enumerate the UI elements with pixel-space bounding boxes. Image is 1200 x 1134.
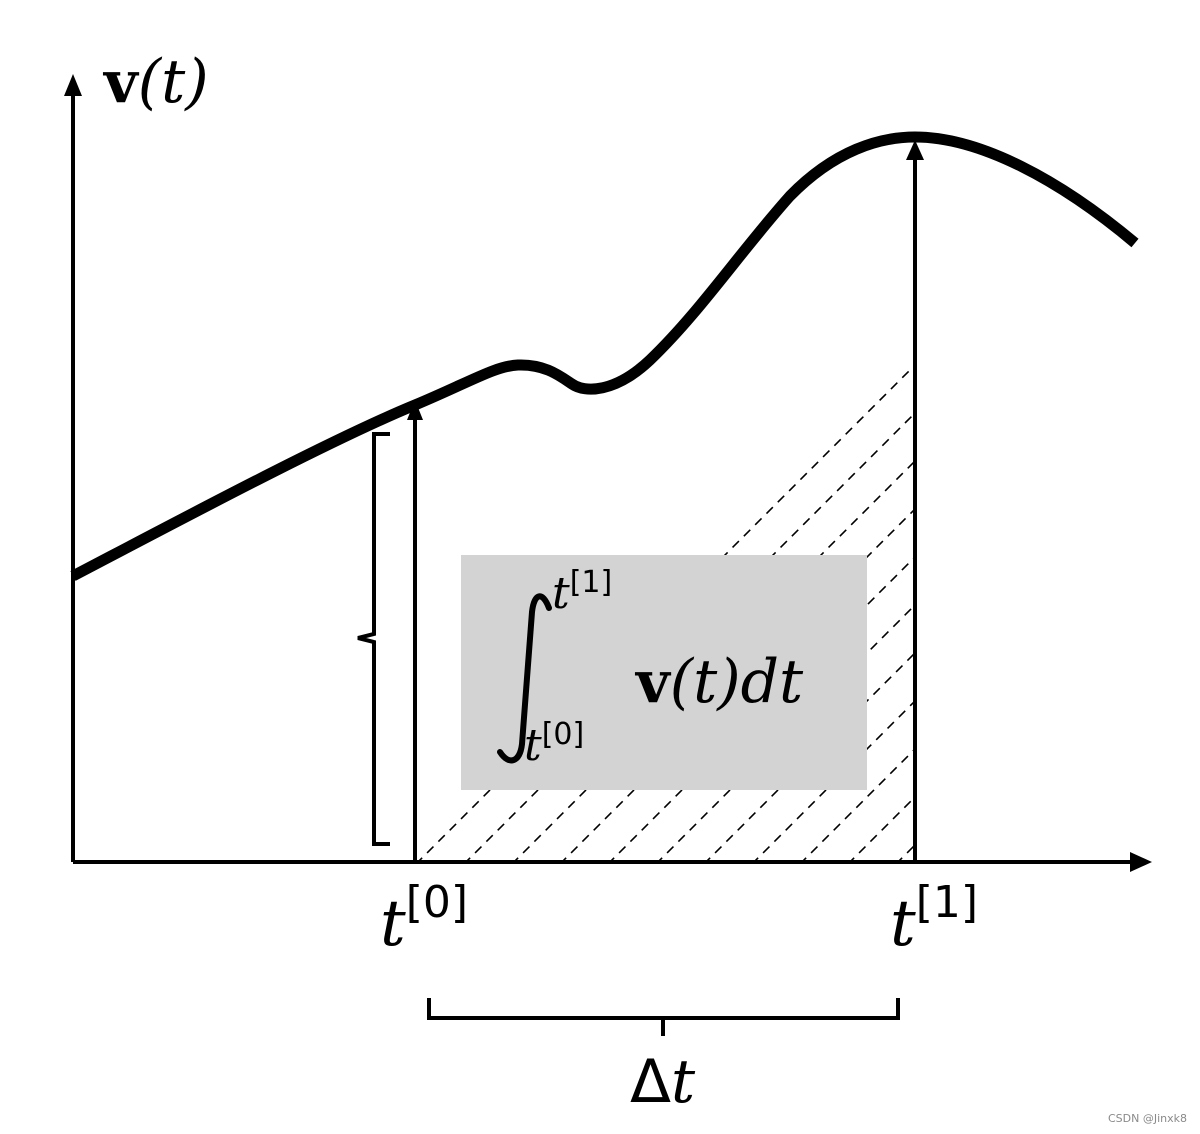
- vertical-brace: [357, 432, 390, 846]
- interval-var: t: [671, 1047, 696, 1117]
- y-axis-arrowhead: [64, 74, 82, 96]
- integral-upper-var: t: [552, 568, 570, 619]
- integral-upper-limit: t[1]: [552, 568, 612, 616]
- hatched-area: [415, 137, 915, 862]
- x-tick-t0-var: t: [380, 887, 406, 961]
- hatch-line: [711, 137, 915, 862]
- integrand-rest: (t)dt: [669, 647, 804, 717]
- hatch-line: [423, 137, 915, 862]
- integral-lower-var: t: [524, 720, 542, 771]
- x-tick-t0: t[0]: [380, 881, 468, 957]
- hatch-line: [415, 137, 915, 862]
- hatch-line: [615, 137, 915, 862]
- interval-symbol: Δ: [630, 1047, 672, 1117]
- hatch-line: [663, 137, 915, 862]
- hatch-line: [471, 137, 915, 862]
- y-axis-label-bold: v: [104, 48, 138, 116]
- watermark: CSDN @Jinxk8: [1108, 1112, 1188, 1125]
- y-axis: [64, 74, 82, 862]
- x-tick-t1-var: t: [890, 887, 916, 961]
- x-axis: [73, 852, 1152, 872]
- integral-sign: [497, 593, 552, 764]
- y-axis-label-rest: (t): [137, 47, 209, 117]
- integrand-bold: v: [636, 648, 670, 716]
- t1-vertical-arrow: [906, 140, 924, 862]
- hatch-line: [567, 137, 915, 862]
- horizontal-brace: [427, 998, 900, 1036]
- integral-lower-sup: [0]: [541, 717, 585, 752]
- interval-label: Δt: [630, 1052, 695, 1112]
- x-tick-t0-sup: [0]: [405, 877, 469, 928]
- hatch-lines: [415, 137, 915, 862]
- integral-lower-limit: t[0]: [524, 720, 584, 768]
- x-tick-t1: t[1]: [890, 881, 978, 957]
- velocity-curve: [70, 131, 1139, 581]
- hatch-line: [855, 137, 915, 862]
- y-axis-label: v(t): [104, 52, 209, 112]
- t0-vertical-arrow: [407, 400, 423, 862]
- x-tick-t1-sup: [1]: [915, 877, 979, 928]
- hatch-line: [415, 137, 915, 862]
- hatch-line: [415, 137, 915, 862]
- x-axis-arrowhead: [1130, 852, 1152, 872]
- integrand: v(t)dt: [636, 652, 803, 712]
- integral-upper-sup: [1]: [569, 565, 613, 600]
